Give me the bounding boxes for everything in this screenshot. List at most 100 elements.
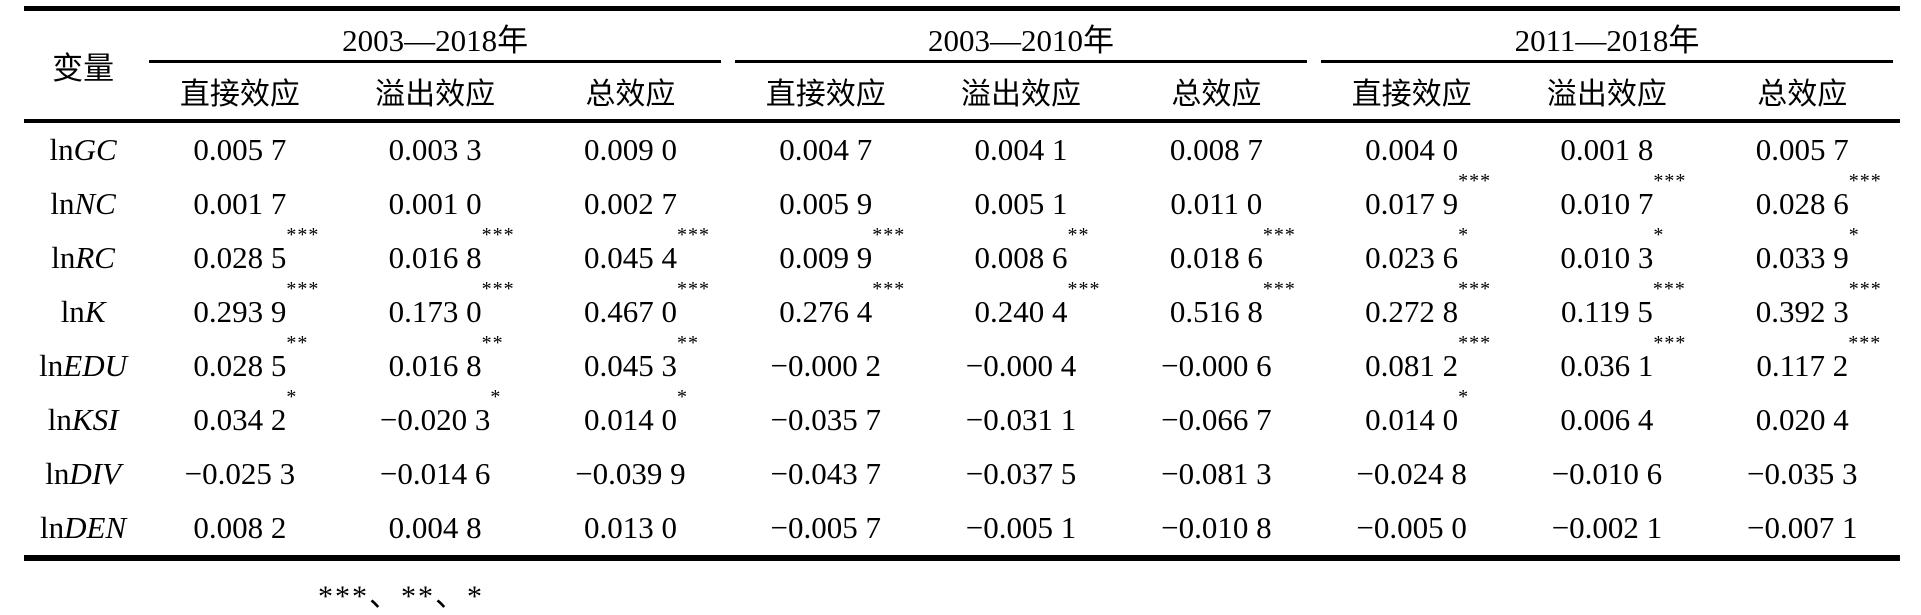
effect-value-cell: 0.001 7 <box>193 186 287 221</box>
subheader-spillover-effect-2: 溢出效应 <box>923 63 1119 123</box>
variable-label: lnDIV <box>45 456 121 491</box>
effect-value-cell: 0.014 0 * <box>583 386 688 437</box>
effect-value-cell: −0.035 7 <box>770 402 881 437</box>
significance-stars: ** <box>1067 224 1090 246</box>
group-header-2011-2018: 2011—2018年 <box>1314 11 1900 63</box>
effect-value-cell: 0.008 2 <box>193 510 287 545</box>
effect-value-cell: 0.117 2 *** <box>1756 332 1882 383</box>
effect-value-cell: −0.010 8 <box>1161 510 1272 545</box>
effect-value-cell: 0.001 0 <box>388 186 482 221</box>
significance-stars: *** <box>1653 170 1687 192</box>
variable-label: lnEDU <box>39 348 128 383</box>
effect-value-cell: 0.023 6 * <box>1365 224 1470 275</box>
group-header-2003-2018: 2003—2018年 <box>142 11 728 63</box>
effect-value-cell: 0.036 1 *** <box>1560 332 1687 383</box>
effect-value-cell: −0.002 1 <box>1551 510 1663 545</box>
effect-value-cell: 0.008 6 ** <box>974 224 1090 275</box>
effect-value-cell: 0.013 0 <box>583 510 677 545</box>
effect-value-cell: 0.033 9 * <box>1755 224 1860 275</box>
effect-value-cell: 0.018 6 *** <box>1169 224 1296 275</box>
effect-value-cell: 0.004 8 <box>388 510 482 545</box>
effect-value-cell: −0.000 6 <box>1161 348 1272 383</box>
variable-label: lnGC <box>49 132 117 167</box>
effect-value-cell: 0.002 7 <box>583 186 677 221</box>
effect-value-cell: 0.004 1 <box>974 132 1068 167</box>
effect-value-cell: −0.010 6 <box>1551 456 1663 491</box>
variable-label: lnDEN <box>40 510 127 545</box>
effect-value-cell: 0.293 9 *** <box>193 278 320 329</box>
significance-stars: *** <box>676 224 710 246</box>
table-row: lnNC 0.001 7 0.001 0 0.002 7 0.005 9 0.005 1 0… <box>24 170 1900 231</box>
subheader-total-effect-1: 总效应 <box>532 63 729 123</box>
significance-stars: *** <box>1262 278 1296 300</box>
effect-value-cell: −0.035 3 <box>1747 456 1858 491</box>
variable-label: lnKSI <box>47 402 119 437</box>
effect-value-cell: 0.005 7 <box>193 132 287 167</box>
significance-stars: * <box>1458 386 1470 408</box>
subheader-total-effect-2: 总效应 <box>1118 63 1314 123</box>
effect-value-cell: −0.005 0 <box>1356 510 1467 545</box>
effect-value-cell: −0.007 1 <box>1747 510 1858 545</box>
significance-stars: *** <box>1848 332 1882 354</box>
column-header-variable: 变量 <box>24 11 143 123</box>
significance-stars: *** <box>481 224 515 246</box>
effect-value-cell: 0.028 5 *** <box>193 224 320 275</box>
variable-label: lnNC <box>50 186 116 221</box>
effect-value-cell: 0.081 2 *** <box>1365 332 1492 383</box>
effect-value-cell: 0.009 0 <box>583 132 677 167</box>
effect-value-cell: 0.005 9 <box>779 186 873 221</box>
effect-value-cell: −0.031 1 <box>965 402 1077 437</box>
table-row: lnGC 0.005 7 0.003 3 0.009 0 0.004 7 0.004 1 0… <box>24 123 1900 177</box>
effect-header-row: 直接效应 溢出效应 总效应 直接效应 溢出效应 总效应 直接效应 溢出效应 总效… <box>24 63 1900 123</box>
significance-stars: *** <box>872 224 906 246</box>
effect-value-cell: 0.045 4 *** <box>583 224 710 275</box>
effect-value-cell: −0.000 2 <box>770 348 881 383</box>
effect-value-cell: 0.034 2 * <box>193 386 298 437</box>
effect-value-cell: −0.005 7 <box>770 510 881 545</box>
significance-stars: *** <box>872 278 906 300</box>
effect-value-cell: −0.020 3 * <box>379 386 502 437</box>
effect-value-cell: 0.020 4 <box>1755 402 1849 437</box>
effect-value-cell: 0.006 4 <box>1560 402 1654 437</box>
significance-stars: *** <box>1848 170 1882 192</box>
significance-stars: * <box>1848 224 1860 246</box>
effect-value-cell: 0.009 9 *** <box>779 224 906 275</box>
effect-value-cell: 0.010 3 * <box>1560 224 1665 275</box>
effect-value-cell: 0.010 7 *** <box>1560 170 1687 221</box>
significance-stars: * <box>1653 224 1665 246</box>
table-row: lnEDU 0.028 5 ** 0.016 8 ** 0.045 3 ** −0.000 2… <box>24 332 1900 393</box>
subheader-total-effect-3: 总效应 <box>1704 63 1900 123</box>
effect-value-cell: 0.017 9 *** <box>1365 170 1492 221</box>
table-row: lnDEN 0.008 2 0.004 8 0.013 0 −0.005 7 −0.005… <box>24 501 1900 555</box>
significance-stars: * <box>676 386 688 408</box>
effect-value-cell: 0.016 8 ** <box>388 332 504 383</box>
effect-value-cell: 0.240 4 *** <box>974 278 1101 329</box>
table-body: lnGC 0.005 7 0.003 3 0.009 0 0.004 7 0.004 1 0… <box>24 123 1900 555</box>
significance-stars: ** <box>676 332 699 354</box>
table-row: lnK 0.293 9 *** 0.173 0 *** 0.467 0 *** 0.276 4… <box>24 278 1900 339</box>
effect-value-cell: −0.014 6 <box>379 456 491 491</box>
effect-value-cell: 0.392 3 *** <box>1755 278 1882 329</box>
significance-stars: *** <box>286 224 320 246</box>
effect-value-cell: 0.005 7 <box>1755 132 1849 167</box>
effect-value-cell: −0.043 7 <box>770 456 881 491</box>
effect-value-cell: −0.066 7 <box>1161 402 1272 437</box>
effect-value-cell: −0.000 4 <box>965 348 1077 383</box>
effect-value-cell: 0.005 1 <box>974 186 1068 221</box>
subheader-spillover-effect-1: 溢出效应 <box>337 63 533 123</box>
significance-stars: * <box>490 386 502 408</box>
significance-stars: *** <box>1652 278 1686 300</box>
effect-value-cell: 0.516 8 *** <box>1169 278 1296 329</box>
significance-stars: *** <box>481 278 515 300</box>
subheader-direct-effect-2: 直接效应 <box>728 63 924 123</box>
significance-stars: ** <box>481 332 504 354</box>
effect-value-cell: −0.005 1 <box>965 510 1077 545</box>
significance-stars: ** <box>286 332 309 354</box>
significance-stars: * <box>286 386 298 408</box>
effect-value-cell: 0.119 5 *** <box>1561 278 1686 329</box>
subheader-direct-effect-1: 直接效应 <box>142 63 338 123</box>
effect-value-cell: 0.045 3 ** <box>583 332 699 383</box>
effect-value-cell: 0.004 7 <box>779 132 873 167</box>
table-row: lnRC 0.028 5 *** 0.016 8 *** 0.045 4 *** 0.009 … <box>24 224 1900 285</box>
table-row: lnKSI 0.034 2 * −0.020 3 * 0.014 0 * −0.035 7 −0… <box>24 386 1900 447</box>
